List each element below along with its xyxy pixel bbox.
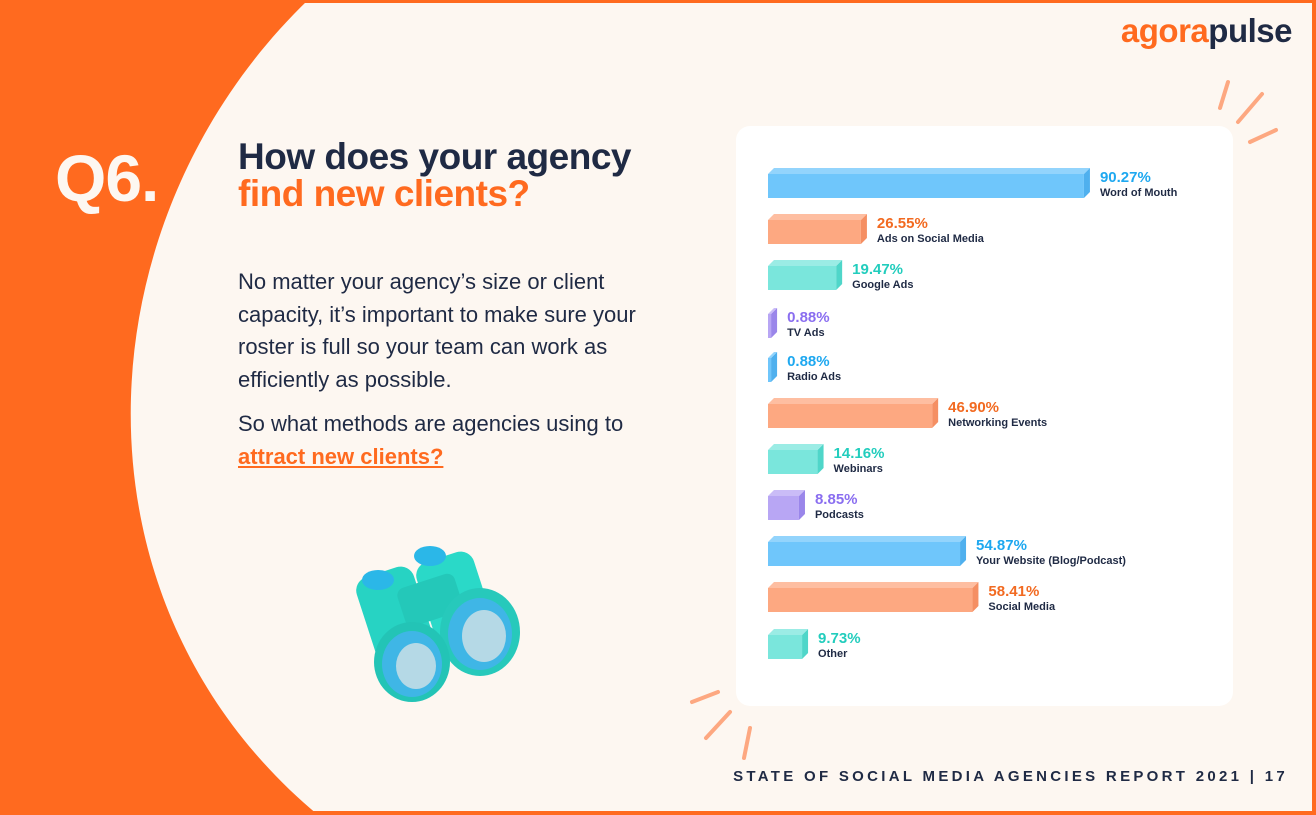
value-label: 9.73% — [818, 630, 861, 647]
bar-group: 19.47%Google Ads — [768, 260, 913, 291]
attract-clients-link[interactable]: attract new clients? — [238, 443, 444, 469]
bar-side — [836, 260, 843, 290]
bar-side — [860, 214, 867, 244]
category-label: Your Website (Blog/Podcast) — [976, 555, 1126, 567]
bar-side — [960, 536, 967, 566]
bar-top — [768, 490, 805, 496]
value-label: 90.27% — [1100, 169, 1151, 186]
bar-group: 9.73%Other — [768, 629, 861, 660]
bar-group: 58.41%Social Media — [768, 582, 1056, 613]
bar-top — [768, 629, 809, 635]
chart-card: 90.27% Word of Mouth 26.55% Ads on Social M… — [736, 126, 1233, 706]
logo-part-pulse: pulse — [1208, 12, 1292, 49]
bar-top — [768, 308, 778, 314]
bar-side — [932, 398, 939, 428]
bar-top — [768, 398, 939, 404]
body-paragraph-2: So what methods are agencies using to at… — [238, 408, 688, 473]
page-title: How does your agency find new clients? — [238, 136, 632, 214]
bar-side — [771, 352, 778, 382]
bar-top — [768, 536, 967, 542]
bar-side — [817, 444, 824, 474]
bar — [768, 314, 772, 338]
title-line-1: How does your agency — [238, 136, 632, 177]
bar — [768, 266, 837, 290]
bar-side — [798, 490, 805, 520]
bar-side — [1083, 168, 1090, 198]
category-label: Word of Mouth — [1100, 187, 1178, 199]
value-label: 54.87% — [976, 537, 1027, 554]
body-paragraph-1: No matter your agency’s size or client c… — [238, 269, 636, 392]
bar — [768, 496, 799, 520]
bar-top — [768, 214, 867, 220]
bar-group: 0.88%Radio Ads — [768, 352, 841, 383]
bar-side — [771, 308, 778, 338]
bar-group: 26.55%Ads on Social Media — [768, 214, 985, 245]
value-label: 0.88% — [787, 309, 830, 326]
bar-group: 14.16%Webinars — [768, 444, 884, 475]
bar-top — [768, 444, 824, 450]
bar — [768, 358, 772, 382]
bar — [768, 542, 961, 566]
title-line-2: find new clients? — [238, 173, 530, 214]
bar-top — [768, 582, 979, 588]
category-label: Networking Events — [948, 417, 1047, 429]
category-label: TV Ads — [787, 327, 825, 339]
category-label: Podcasts — [815, 509, 864, 521]
category-label: Radio Ads — [787, 371, 841, 383]
value-label: 58.41% — [988, 583, 1039, 600]
bar-side — [802, 629, 809, 659]
logo-part-agora: agora — [1120, 12, 1209, 49]
bar — [768, 174, 1084, 198]
bar — [768, 404, 933, 428]
agorapulse-logo[interactable]: agorapulse — [1120, 12, 1293, 50]
footer-report-title: STATE OF SOCIAL MEDIA AGENCIES REPORT 20… — [733, 768, 1288, 785]
bar-group: 8.85%Podcasts — [768, 490, 864, 521]
bar-top — [768, 168, 1090, 174]
category-label: Ads on Social Media — [877, 233, 985, 245]
category-label: Google Ads — [852, 279, 913, 291]
category-label: Other — [818, 648, 848, 660]
value-label: 19.47% — [852, 261, 903, 278]
value-label: 14.16% — [834, 445, 885, 462]
value-label: 8.85% — [815, 491, 858, 508]
bar-group: 46.90%Networking Events — [768, 398, 1047, 429]
bar-group: 90.27%Word of Mouth — [768, 168, 1178, 199]
bar-chart: 90.27%Word of Mouth 26.55%Ads on Social M… — [768, 168, 1178, 660]
question-number: Q6. — [55, 141, 159, 215]
category-label: Social Media — [988, 601, 1056, 613]
bar — [768, 450, 818, 474]
bar-top — [768, 352, 778, 358]
value-label: 0.88% — [787, 353, 830, 370]
body-text: No matter your agency’s size or client c… — [238, 266, 688, 485]
body-paragraph-2-text: So what methods are agencies using to — [238, 411, 624, 436]
category-label: Webinars — [834, 463, 883, 475]
bar-group: 54.87%Your Website (Blog/Podcast) — [768, 536, 1126, 567]
bar — [768, 220, 861, 244]
value-label: 26.55% — [877, 215, 928, 232]
bar-group: 0.88%TV Ads — [768, 308, 830, 339]
bar-side — [972, 582, 979, 612]
bar — [768, 635, 803, 659]
bar — [768, 588, 973, 612]
bar-top — [768, 260, 843, 266]
value-label: 46.90% — [948, 399, 999, 416]
